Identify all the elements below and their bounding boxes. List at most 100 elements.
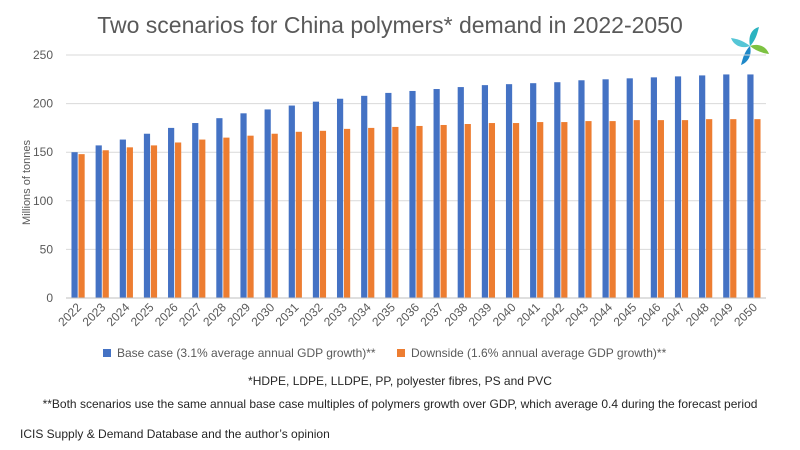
x-tick-label: 2041 (514, 300, 543, 329)
x-tick-label: 2036 (393, 300, 422, 329)
bar-downside (343, 128, 351, 298)
x-tick-label: 2047 (659, 300, 688, 329)
bar-downside (416, 125, 423, 299)
bar-downside (295, 131, 302, 298)
bar-downside (271, 133, 278, 298)
bar-base-case (481, 85, 489, 298)
footnote-scenarios: **Both scenarios use the same annual bas… (42, 397, 758, 411)
x-tick-label: 2024 (104, 300, 133, 329)
bar-downside (464, 124, 471, 299)
x-tick-label: 2042 (538, 300, 567, 329)
bar-downside (488, 123, 496, 298)
bar-base-case (288, 105, 295, 298)
x-tick-label: 2045 (611, 300, 640, 329)
x-tick-label: 2022 (55, 300, 84, 329)
x-tick-label: 2046 (635, 300, 664, 329)
bar-downside (657, 120, 664, 299)
bar-base-case (168, 127, 175, 299)
legend-item-downside: Downside (1.6% annual average GDP growth… (397, 346, 666, 360)
footnote-polymers: *HDPE, LDPE, LLDPE, PP, polyester fibres… (248, 374, 552, 388)
bar-base-case (240, 113, 247, 298)
bar-base-case (699, 75, 706, 298)
x-axis-tick-labels: 2022202320242025202620272028202920302031… (55, 300, 760, 329)
bar-downside (368, 127, 375, 299)
bar-downside (754, 119, 761, 298)
y-tick-label: 0 (46, 291, 53, 305)
bars (71, 74, 761, 299)
bar-base-case (650, 77, 657, 298)
bar-downside (223, 137, 230, 298)
x-tick-label: 2023 (80, 300, 109, 329)
bar-base-case (361, 95, 368, 298)
y-tick-label: 50 (40, 242, 54, 256)
x-tick-label: 2034 (345, 300, 374, 329)
x-tick-label: 2027 (176, 300, 205, 329)
x-tick-label: 2037 (417, 300, 446, 329)
bar-downside (102, 150, 109, 298)
x-tick-label: 2050 (731, 300, 760, 329)
bar-base-case (264, 109, 271, 298)
bar-base-case (505, 84, 513, 298)
x-tick-label: 2028 (200, 300, 229, 329)
bar-downside (126, 147, 133, 298)
legend-label-base-case: Base case (3.1% average annual GDP growt… (117, 346, 376, 360)
legend-label-downside: Downside (1.6% annual average GDP growth… (411, 346, 667, 360)
y-axis-label: Millions of tonnes (21, 140, 33, 225)
y-tick-label: 200 (33, 97, 53, 111)
bar-downside (609, 121, 616, 298)
bar-base-case (674, 76, 682, 298)
bar-base-case (554, 82, 561, 298)
x-tick-label: 2032 (297, 300, 326, 329)
chart-title: Two scenarios for China polymers* demand… (97, 12, 683, 38)
bar-downside (440, 124, 447, 298)
bar-base-case (747, 74, 754, 298)
x-tick-label: 2044 (586, 300, 615, 329)
y-tick-label: 100 (33, 194, 53, 208)
y-tick-label: 250 (33, 48, 53, 62)
y-tick-label: 150 (33, 145, 53, 159)
bar-downside (585, 121, 592, 298)
bar-base-case (530, 83, 537, 298)
bar-base-case (119, 139, 126, 298)
bar-downside (150, 145, 158, 298)
source-note: ICIS Supply & Demand Database and the au… (20, 427, 330, 441)
x-tick-label: 2039 (466, 300, 495, 329)
bar-base-case (433, 89, 440, 299)
bar-base-case (602, 79, 609, 298)
bar-base-case (626, 78, 633, 298)
gridlines (66, 54, 766, 250)
x-tick-label: 2031 (273, 300, 302, 329)
x-tick-label: 2029 (224, 300, 253, 329)
bar-downside (561, 122, 568, 299)
x-tick-label: 2049 (707, 300, 736, 329)
x-tick-label: 2035 (369, 300, 398, 329)
bar-base-case (216, 118, 223, 299)
x-tick-label: 2030 (249, 300, 278, 329)
legend-swatch-base-case (103, 349, 111, 357)
x-tick-label: 2043 (562, 300, 591, 329)
bar-base-case (409, 90, 416, 299)
bar-downside (78, 154, 85, 298)
bar-base-case (71, 152, 78, 298)
bar-downside (537, 122, 544, 299)
x-tick-label: 2040 (490, 300, 519, 329)
bar-base-case (95, 145, 102, 298)
bar-downside (199, 139, 206, 298)
bar-base-case (312, 101, 320, 298)
bar-downside (392, 126, 399, 298)
legend: Base case (3.1% average annual GDP growt… (0, 346, 800, 362)
bar-downside (706, 119, 713, 298)
y-axis-tick-labels: 0 50 100 150 200 250 (33, 48, 53, 305)
x-tick-label: 2026 (152, 300, 181, 329)
x-tick-label: 2048 (683, 300, 712, 329)
bar-downside (681, 120, 689, 299)
bar-base-case (385, 92, 392, 299)
bar-base-case (192, 123, 199, 298)
bar-base-case (336, 98, 344, 299)
x-tick-label: 2025 (128, 300, 157, 329)
bar-downside (730, 119, 737, 298)
bar-base-case (578, 80, 585, 298)
bar-downside (633, 120, 640, 299)
x-tick-label: 2033 (321, 300, 350, 329)
